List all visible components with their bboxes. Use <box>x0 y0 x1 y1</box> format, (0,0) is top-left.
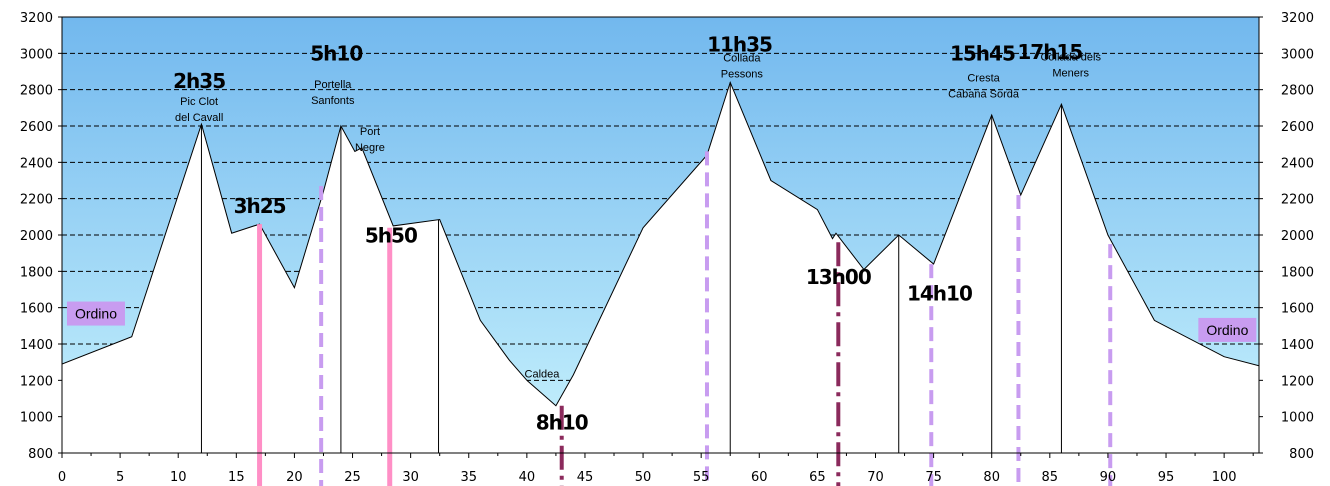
y-tick-label: 1800 <box>20 265 53 280</box>
x-tick-label: 20 <box>286 470 303 485</box>
time-label: 3h25 <box>234 194 286 218</box>
y-tick-label-right: 1800 <box>1281 265 1314 280</box>
peak-annotation: Caldea <box>525 369 561 381</box>
time-label: 5h50 <box>365 223 417 247</box>
x-tick-label: 85 <box>1042 470 1059 485</box>
y-tick-label: 2800 <box>20 84 53 99</box>
x-tick-label: 15 <box>228 470 245 485</box>
x-tick-label: 10 <box>170 470 187 485</box>
x-tick-label: 95 <box>1158 470 1175 485</box>
y-tick-label: 2200 <box>20 193 53 208</box>
y-tick-label-right: 1200 <box>1281 374 1314 389</box>
x-tick-label: 100 <box>1212 470 1237 485</box>
y-tick-label: 2600 <box>20 120 53 135</box>
y-tick-label: 1600 <box>20 302 53 317</box>
x-tick-label: 60 <box>751 470 768 485</box>
y-tick-label-right: 2000 <box>1281 229 1314 244</box>
y-tick-label: 1400 <box>20 338 53 353</box>
y-tick-label: 1200 <box>20 374 53 389</box>
y-tick-label: 2400 <box>20 156 53 171</box>
y-tick-label-right: 3200 <box>1281 11 1314 26</box>
peak-annotation: Cresta Cabana Sorda <box>948 72 1020 100</box>
time-label: 13h00 <box>806 265 871 289</box>
y-tick-label: 800 <box>28 447 53 462</box>
y-tick-label-right: 2400 <box>1281 156 1314 171</box>
time-label: 5h10 <box>310 42 362 66</box>
time-label: 11h35 <box>707 33 772 57</box>
peak-annotation: Pic Clot del Cavall <box>175 96 223 124</box>
y-tick-label-right: 800 <box>1289 447 1314 462</box>
y-tick-label-right: 1400 <box>1281 338 1314 353</box>
peak-annotation: Collada Pessons <box>721 53 764 81</box>
x-tick-label: 40 <box>519 470 536 485</box>
x-tick-label: 30 <box>402 470 419 485</box>
x-tick-label: 80 <box>983 470 1000 485</box>
endpoint-label: Ordino <box>75 306 117 322</box>
x-tick-label: 5 <box>116 470 124 485</box>
y-tick-label-right: 3000 <box>1281 47 1314 62</box>
peak-annotation: Port Negre <box>355 126 385 154</box>
x-tick-label: 0 <box>58 470 66 485</box>
x-tick-label: 45 <box>577 470 594 485</box>
y-tick-label: 2000 <box>20 229 53 244</box>
endpoint-box <box>66 301 125 326</box>
x-tick-label: 50 <box>635 470 652 485</box>
time-label: 17h15 <box>1017 40 1082 64</box>
y-tick-label-right: 1600 <box>1281 302 1314 317</box>
x-tick-label: 70 <box>867 470 884 485</box>
endpoint-box <box>1198 317 1257 342</box>
y-tick-label-right: 2200 <box>1281 193 1314 208</box>
y-tick-label-right: 2600 <box>1281 120 1314 135</box>
time-label: 15h45 <box>950 42 1015 66</box>
y-tick-label: 3200 <box>20 11 53 26</box>
x-tick-label: 90 <box>1100 470 1117 485</box>
time-label: 14h10 <box>907 281 972 305</box>
x-tick-label: 75 <box>925 470 942 485</box>
x-tick-label: 35 <box>460 470 477 485</box>
y-tick-label-right: 1000 <box>1281 411 1314 426</box>
x-tick-label: 65 <box>809 470 826 485</box>
time-markers <box>257 151 1113 486</box>
x-tick-label: 55 <box>693 470 710 485</box>
time-label: 8h10 <box>536 410 588 434</box>
y-tick-label-right: 2800 <box>1281 84 1314 99</box>
y-tick-label: 1000 <box>20 411 53 426</box>
x-tick-label: 25 <box>344 470 361 485</box>
terrain-layer <box>62 80 1259 453</box>
peak-annotation: Portella Sanfonts <box>311 79 355 107</box>
peak-annotation: Collada dels Meners <box>1040 52 1101 80</box>
endpoint-label: Ordino <box>1206 322 1248 338</box>
y-tick-label: 3000 <box>20 47 53 62</box>
time-label: 2h35 <box>173 69 225 93</box>
